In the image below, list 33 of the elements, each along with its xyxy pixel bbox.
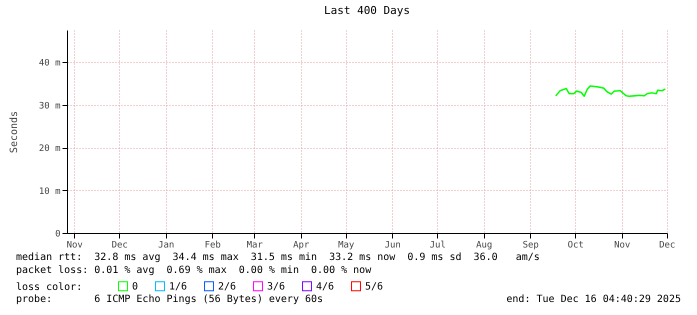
text: end: Tue Dec 16 04:40:29 2025 [506, 294, 681, 306]
x-tick-label: Jul [430, 240, 446, 250]
x-tick-label: Feb [204, 240, 221, 250]
x-tick-label: Mar [246, 240, 264, 250]
chart-title: Last 400 Days [324, 4, 410, 17]
x-tick-label: May [338, 240, 355, 250]
y-tick-label: 40 m [38, 58, 60, 69]
x-tick-label: Sep [522, 240, 539, 250]
x-tick-label: Oct [568, 240, 584, 250]
legend-label: 0 [132, 281, 138, 292]
x-tick-label: Dec [659, 240, 676, 250]
x-tick-label: Nov [66, 240, 83, 250]
legend-label: 1/6 [169, 281, 188, 292]
text: packet loss: 0.01 % avg 0.69 % max 0.00 % min 0.00 % now [16, 265, 372, 277]
legend-label: 3/6 [267, 281, 286, 292]
text: median rtt: 32.8 ms avg 34.4 ms max 31.5 ms min 33.2 ms now 0.9 ms sd 36.0 am/s [16, 252, 540, 264]
legend-title: loss color: [16, 282, 82, 293]
y-tick-label: 0 [55, 230, 60, 240]
x-tick-label: Dec [112, 240, 128, 250]
legend-label: 2/6 [218, 281, 236, 292]
legend-label: 4/6 [316, 281, 334, 292]
legend-label: 5/6 [365, 281, 384, 292]
y-axis-title: Seconds [8, 110, 20, 154]
x-tick-label: Nov [614, 240, 630, 250]
x-tick-label: Aug [476, 240, 492, 250]
x-tick-label: Apr [293, 240, 310, 250]
y-tick-label: 10 m [38, 186, 60, 197]
line-series [554, 85, 666, 97]
x-tick-label: Jan [158, 240, 174, 250]
y-tick-label: 20 m [38, 144, 60, 154]
x-tick-label: Jun [384, 240, 401, 250]
y-tick-label: 30 m [38, 101, 60, 112]
text: probe: 6 ICMP Echo Pings (56 Bytes) every 60s [16, 294, 324, 306]
